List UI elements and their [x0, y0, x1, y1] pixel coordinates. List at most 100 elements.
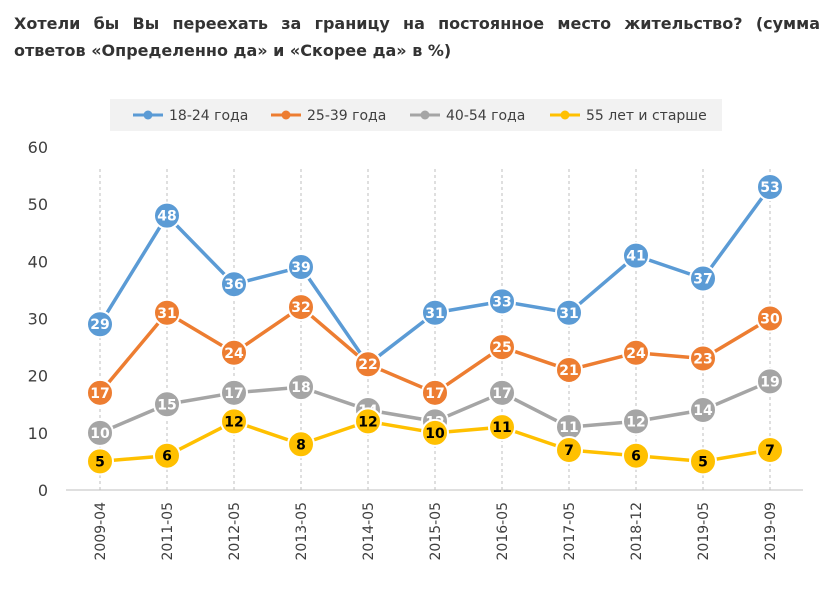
legend-entry-3: 55 лет и старше — [586, 108, 707, 124]
series-layer: 2948363922313331413753173124322217252124… — [86, 173, 784, 476]
x-tick-label-2017-05: 2017-05 — [562, 502, 578, 561]
data-label-3-2017-05: 7 — [564, 443, 574, 459]
data-point-3-2013-05 — [287, 430, 315, 459]
y-axis: 0 10 20 30 40 50 60 — [28, 138, 48, 500]
data-label-0-2013-05: 39 — [291, 260, 310, 276]
data-point-2-2019-09 — [756, 367, 784, 396]
data-point-1-2019-09 — [756, 304, 784, 333]
data-point-0-2011-05 — [153, 201, 181, 230]
data-label-0-2012-05: 36 — [224, 277, 243, 293]
data-point-1-2017-05 — [555, 355, 583, 384]
chart-title: Хотели бы Вы переехать за границу на пос… — [14, 14, 820, 60]
x-tick-label-2009-04: 2009-04 — [93, 502, 109, 561]
data-point-1-2009-04 — [86, 378, 114, 407]
data-label-2-2016-05: 17 — [492, 386, 511, 402]
data-label-1-2017-05: 21 — [559, 363, 578, 379]
data-point-1-2011-05 — [153, 298, 181, 327]
data-point-2-2011-05 — [153, 390, 181, 419]
y-tick-label-20: 20 — [28, 367, 48, 386]
data-label-1-2015-05: 17 — [425, 386, 444, 402]
data-label-0-2015-05: 31 — [425, 306, 444, 322]
data-label-1-2016-05: 25 — [492, 340, 511, 356]
data-label-0-2019-05: 37 — [693, 271, 712, 287]
data-label-0-2017-05: 31 — [559, 306, 578, 322]
y-tick-label-40: 40 — [28, 252, 48, 271]
data-point-2-2019-05 — [689, 395, 717, 424]
legend-entry-0: 18-24 года — [169, 108, 248, 124]
data-point-3-2015-05 — [421, 418, 449, 447]
data-label-1-2011-05: 31 — [157, 306, 176, 322]
data-label-1-2019-05: 23 — [693, 352, 712, 368]
data-point-1-2019-05 — [689, 344, 717, 373]
data-point-1-2012-05 — [220, 338, 248, 367]
x-axis: 2009-04 2011-05 2012-05 2013-05 2014-05 2015-… — [66, 489, 803, 561]
data-point-2-2013-05 — [287, 373, 315, 402]
data-point-3-2014-05 — [354, 407, 382, 436]
data-point-1-2015-05 — [421, 378, 449, 407]
data-point-1-2016-05 — [488, 333, 516, 362]
data-point-0-2013-05 — [287, 253, 315, 282]
data-point-1-2014-05 — [354, 350, 382, 379]
data-label-1-2013-05: 32 — [291, 300, 310, 316]
data-label-1-2012-05: 24 — [224, 346, 244, 362]
data-label-3-2019-05: 5 — [698, 454, 708, 470]
data-label-3-2012-05: 12 — [224, 414, 243, 430]
y-tick-label-30: 30 — [28, 310, 48, 329]
data-label-2-2013-05: 18 — [291, 380, 310, 396]
data-point-0-2019-09 — [756, 173, 784, 202]
x-tick-label-2015-05: 2015-05 — [428, 502, 444, 561]
x-tick-label-2011-05: 2011-05 — [160, 502, 176, 561]
data-point-3-2019-05 — [689, 447, 717, 476]
data-label-2-2019-09: 19 — [760, 374, 779, 390]
x-tick-label-2014-05: 2014-05 — [361, 502, 377, 561]
data-point-2-2009-04 — [86, 418, 114, 447]
legend: 18-24 года 25-39 года 40-54 года 55 лет и с… — [110, 99, 722, 131]
data-point-0-2012-05 — [220, 270, 248, 299]
data-label-0-2009-04: 29 — [90, 317, 109, 333]
data-label-2-2018-12: 12 — [626, 414, 645, 430]
data-point-3-2012-05 — [220, 407, 248, 436]
data-label-1-2018-12: 24 — [626, 346, 646, 362]
data-label-2-2019-05: 14 — [693, 403, 713, 419]
data-label-3-2013-05: 8 — [296, 437, 306, 453]
data-point-1-2013-05 — [287, 293, 315, 322]
y-tick-label-10: 10 — [28, 424, 48, 443]
data-point-0-2018-12 — [622, 241, 650, 270]
data-label-0-2018-12: 41 — [626, 249, 645, 265]
data-label-3-2019-09: 7 — [765, 443, 775, 459]
data-label-1-2019-09: 30 — [760, 312, 780, 328]
data-point-0-2019-05 — [689, 264, 717, 293]
data-label-3-2014-05: 12 — [358, 414, 377, 430]
data-point-3-2009-04 — [86, 447, 114, 476]
x-tick-label-2019-09: 2019-09 — [763, 502, 779, 561]
data-point-0-2015-05 — [421, 298, 449, 327]
data-label-1-2014-05: 22 — [358, 357, 377, 373]
data-label-2-2011-05: 15 — [157, 397, 176, 413]
data-label-2-2012-05: 17 — [224, 386, 243, 402]
data-label-3-2009-04: 5 — [95, 454, 105, 470]
x-tick-label-2019-05: 2019-05 — [696, 502, 712, 561]
data-point-0-2017-05 — [555, 298, 583, 327]
data-label-0-2016-05: 33 — [492, 294, 511, 310]
data-label-1-2009-04: 17 — [90, 386, 109, 402]
x-tick-label-2012-05: 2012-05 — [227, 502, 243, 561]
y-tick-label-50: 50 — [28, 195, 48, 214]
data-label-3-2018-12: 6 — [631, 449, 641, 465]
legend-entry-2: 40-54 года — [446, 108, 525, 124]
data-point-3-2016-05 — [488, 413, 516, 442]
y-tick-label-60: 60 — [28, 138, 48, 157]
data-label-3-2015-05: 10 — [425, 426, 445, 442]
data-point-2-2016-05 — [488, 378, 516, 407]
data-point-3-2019-09 — [756, 435, 784, 464]
legend-marker-2 — [420, 110, 430, 120]
legend-marker-3 — [560, 110, 570, 120]
y-tick-label-0: 0 — [38, 481, 48, 500]
data-point-2-2018-12 — [622, 407, 650, 436]
data-point-2-2012-05 — [220, 378, 248, 407]
data-label-2-2009-04: 10 — [90, 426, 110, 442]
data-label-0-2011-05: 48 — [157, 209, 176, 225]
data-point-3-2018-12 — [622, 441, 650, 470]
x-tick-label-2018-12: 2018-12 — [629, 502, 645, 561]
data-point-1-2018-12 — [622, 338, 650, 367]
